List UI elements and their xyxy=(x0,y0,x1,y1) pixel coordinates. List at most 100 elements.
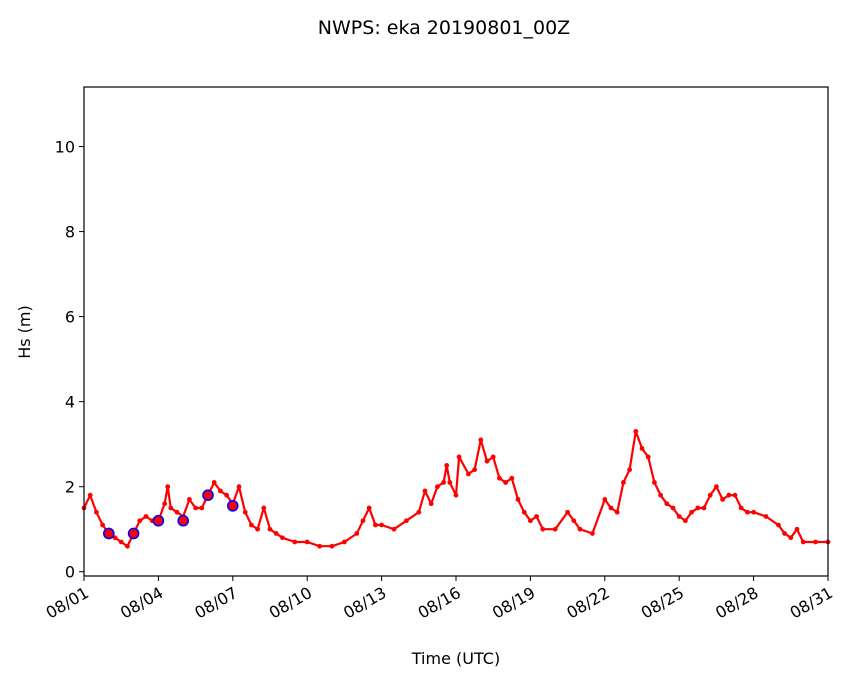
model-hs-point xyxy=(379,522,384,528)
model-hs-point xyxy=(94,509,99,515)
model-hs-point xyxy=(577,526,583,532)
model-hs-point xyxy=(472,467,477,473)
model-hs-point xyxy=(453,492,459,498)
y-tick-label: 10 xyxy=(55,138,75,157)
model-hs-point xyxy=(608,505,614,511)
model-hs-point xyxy=(267,526,273,532)
model-hs-point xyxy=(497,475,502,481)
model-hs-point xyxy=(218,488,223,494)
model-hs-point xyxy=(292,539,298,545)
model-hs-line xyxy=(83,430,828,548)
model-hs-point xyxy=(509,475,515,481)
model-hs-point xyxy=(193,505,199,511)
model-hs-point xyxy=(100,522,105,528)
model-hs-point xyxy=(695,505,701,511)
x-axis-label: Time (UTC) xyxy=(411,649,500,668)
model-hs-point xyxy=(738,505,744,511)
axes-frame xyxy=(83,86,829,577)
x-tick-label: 08/13 xyxy=(340,583,389,623)
x-tick-label: 08/04 xyxy=(117,583,166,623)
observed-hs-point xyxy=(177,514,189,527)
model-hs-point xyxy=(732,492,738,498)
model-hs-point xyxy=(478,437,484,443)
model-hs-point xyxy=(137,518,143,524)
model-hs-point xyxy=(614,509,620,515)
model-hs-point xyxy=(211,480,217,485)
model-hs-point xyxy=(118,539,124,545)
model-hs-point xyxy=(707,492,713,498)
model-hs-point xyxy=(165,484,171,490)
model-hs-point xyxy=(664,501,670,507)
model-hs-point xyxy=(168,505,174,511)
model-hs-point xyxy=(515,497,521,502)
observed-hs-point xyxy=(202,489,214,502)
x-tick-label: 08/28 xyxy=(712,583,761,623)
model-hs-point xyxy=(571,518,577,524)
observed-hs-point xyxy=(152,514,165,527)
model-hs-point xyxy=(112,535,118,541)
model-hs-point xyxy=(444,463,450,468)
model-hs-point xyxy=(503,480,508,485)
x-tick-label: 08/19 xyxy=(489,583,538,623)
model-hs-point xyxy=(354,531,360,536)
x-tick-label: 08/07 xyxy=(191,583,240,623)
model-hs-point xyxy=(652,480,657,485)
model-hs-point xyxy=(521,509,527,515)
model-hs-point xyxy=(224,492,230,498)
model-hs-point xyxy=(714,484,719,490)
model-hs-point xyxy=(633,429,639,434)
model-hs-point xyxy=(800,539,806,545)
model-hs-point xyxy=(751,509,756,515)
model-hs-point xyxy=(280,535,285,541)
model-hs-point xyxy=(528,518,533,524)
x-tick-label: 08/31 xyxy=(787,583,836,623)
observed-hs-point xyxy=(127,527,140,540)
model-hs-point xyxy=(534,514,539,519)
model-hs-point xyxy=(484,458,490,464)
model-hs-point xyxy=(360,518,366,524)
model-hs-point xyxy=(261,505,267,511)
model-hs-point xyxy=(639,446,645,451)
y-axis-label: Hs (m) xyxy=(15,305,34,359)
x-tick-label: 08/10 xyxy=(266,583,315,623)
y-tick-label: 8 xyxy=(65,223,75,242)
model-hs-point xyxy=(466,471,471,477)
model-hs-point xyxy=(162,501,168,507)
model-hs-point xyxy=(683,518,688,524)
model-hs-point xyxy=(552,526,558,532)
model-hs-point xyxy=(87,492,93,498)
observed-hs-point xyxy=(103,527,115,540)
x-tick-label: 08/25 xyxy=(638,583,687,623)
model-hs-point xyxy=(776,522,781,528)
x-tick-label: 08/01 xyxy=(43,583,92,623)
model-hs-point xyxy=(317,543,322,549)
x-axis: 08/01 08/04 08/07 08/10 08/13 08/16 08/19 08/22… xyxy=(43,576,836,623)
model-hs-point xyxy=(720,497,725,502)
model-hs-point xyxy=(782,531,787,536)
model-hs-point xyxy=(416,509,422,515)
model-hs-point xyxy=(304,539,310,545)
model-hs-point xyxy=(255,526,260,532)
model-hs-point xyxy=(143,514,149,519)
model-hs-point xyxy=(422,488,428,494)
model-hs-point xyxy=(813,539,818,545)
series-layer xyxy=(81,429,831,549)
model-hs-point xyxy=(745,509,750,515)
model-hs-point xyxy=(701,505,707,511)
y-tick-label: 6 xyxy=(65,308,75,327)
model-hs-point xyxy=(199,505,205,511)
y-tick-label: 0 xyxy=(65,563,75,582)
model-hs-point xyxy=(670,505,676,511)
model-hs-point xyxy=(273,531,279,536)
model-hs-point xyxy=(236,484,242,490)
model-hs-point xyxy=(658,492,663,498)
x-tick-label: 08/16 xyxy=(415,583,464,623)
model-hs-point xyxy=(125,543,130,549)
model-hs-point xyxy=(242,509,248,515)
model-hs-point xyxy=(490,454,496,460)
model-hs-point xyxy=(763,514,769,519)
model-hs-point xyxy=(329,543,335,549)
model-hs-point xyxy=(621,480,626,485)
model-hs-point xyxy=(342,539,347,545)
